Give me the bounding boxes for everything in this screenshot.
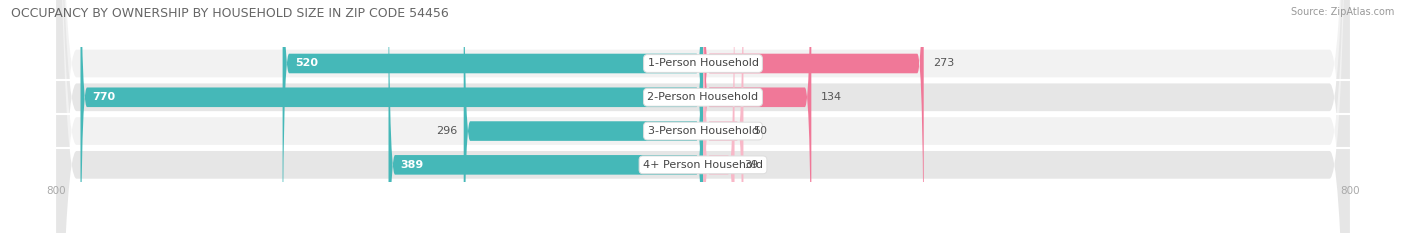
FancyBboxPatch shape <box>56 0 1350 233</box>
Text: Source: ZipAtlas.com: Source: ZipAtlas.com <box>1291 7 1395 17</box>
FancyBboxPatch shape <box>703 0 734 233</box>
FancyBboxPatch shape <box>56 0 1350 233</box>
FancyBboxPatch shape <box>703 0 811 233</box>
FancyBboxPatch shape <box>80 0 703 233</box>
Text: 296: 296 <box>436 126 457 136</box>
Text: 389: 389 <box>401 160 423 170</box>
FancyBboxPatch shape <box>464 0 703 233</box>
Text: 1-Person Household: 1-Person Household <box>648 58 758 69</box>
Text: 4+ Person Household: 4+ Person Household <box>643 160 763 170</box>
FancyBboxPatch shape <box>56 0 1350 233</box>
FancyBboxPatch shape <box>703 0 924 233</box>
Text: 134: 134 <box>821 92 842 102</box>
FancyBboxPatch shape <box>56 0 1350 233</box>
FancyBboxPatch shape <box>388 0 703 233</box>
Text: 273: 273 <box>934 58 955 69</box>
FancyBboxPatch shape <box>703 0 744 233</box>
Text: OCCUPANCY BY OWNERSHIP BY HOUSEHOLD SIZE IN ZIP CODE 54456: OCCUPANCY BY OWNERSHIP BY HOUSEHOLD SIZE… <box>11 7 449 20</box>
Text: 770: 770 <box>93 92 115 102</box>
Text: 50: 50 <box>754 126 768 136</box>
Text: 520: 520 <box>295 58 318 69</box>
Text: 39: 39 <box>744 160 758 170</box>
FancyBboxPatch shape <box>283 0 703 233</box>
Text: 2-Person Household: 2-Person Household <box>647 92 759 102</box>
Text: 3-Person Household: 3-Person Household <box>648 126 758 136</box>
